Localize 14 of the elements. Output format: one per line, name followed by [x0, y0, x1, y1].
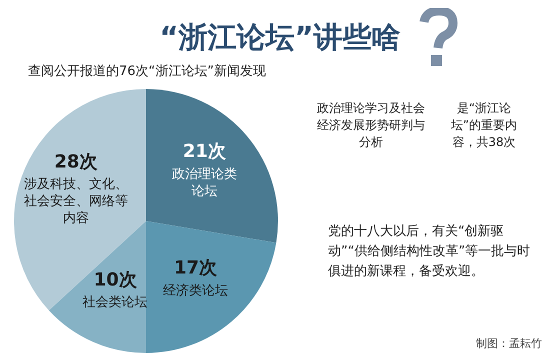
text: 政治理论学习及社会经济发展形势研判与分析	[316, 100, 426, 151]
slice-label: 经济类论坛	[162, 283, 228, 298]
text: 制图：孟耘竹	[476, 336, 542, 351]
text: 党的十八大以后，有关“创新驱动”“供给侧结构性改革”等一批与时俱进的新课程，备受欢迎。	[328, 223, 532, 281]
data-label: 10次	[94, 269, 138, 290]
chart-subtitle: 查阅公开报道的76次“浙江论坛”新闻发现	[28, 63, 266, 80]
data-label: 28次	[54, 151, 98, 172]
slice-label: 社会类论坛	[82, 294, 148, 310]
chart-title: “浙江论坛”讲些啥	[158, 19, 402, 56]
data-label: 17次	[174, 258, 218, 279]
data-label: 21次	[182, 141, 227, 162]
text: 是“浙江论坛”的重要内容，共38次	[450, 100, 518, 151]
slice-label: 政治理论类论坛	[172, 166, 237, 199]
slice-label: 涉及科技、文化、社会安全、网络等内容	[24, 177, 128, 226]
